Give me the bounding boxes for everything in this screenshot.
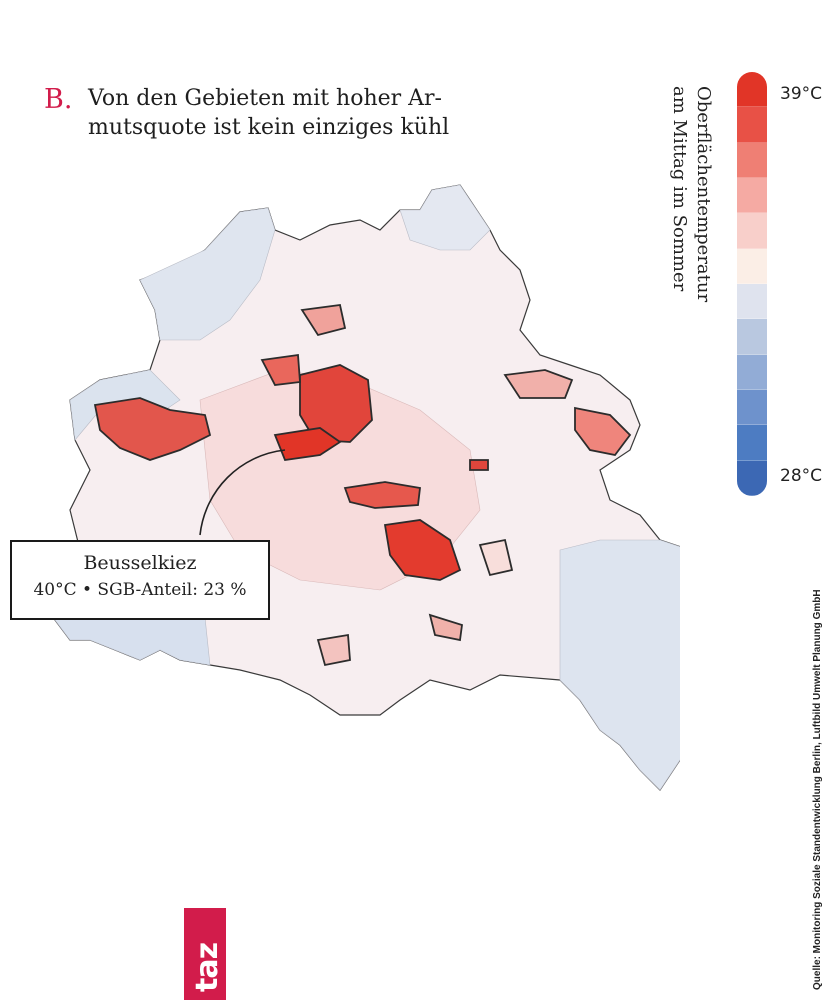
color-scale-step xyxy=(737,248,767,284)
hotspot-beusselkiez xyxy=(273,427,342,461)
hotspot-marzahn xyxy=(574,406,632,456)
hotspot-kreuzberg xyxy=(343,481,421,509)
callout-name: Beusselkiez xyxy=(83,552,197,574)
color-scale-step xyxy=(737,283,767,320)
color-scale-step xyxy=(737,354,767,390)
scale-max-label: 39°C xyxy=(780,84,823,104)
hotspot-spandau xyxy=(93,397,212,461)
color-scale-step xyxy=(737,213,767,249)
color-scale-bar xyxy=(737,72,767,496)
color-scale-step xyxy=(737,142,767,178)
taz-logo: taz xyxy=(184,908,226,1000)
berlin-temperature-map xyxy=(54,184,680,791)
hotspot-wedding xyxy=(299,364,373,443)
cool-region-southeast xyxy=(559,539,680,791)
color-scale-step xyxy=(737,319,767,355)
hotspot-tegel xyxy=(260,353,301,386)
taz-logo-text: taz xyxy=(190,942,225,992)
hotspot-schoeneberg xyxy=(316,633,351,667)
color-scale-step xyxy=(737,389,767,426)
callout-leader-line xyxy=(199,449,286,536)
callout-box: Beusselkiez 40°C • SGB-Anteil: 23 % xyxy=(10,540,270,620)
cool-region-north xyxy=(399,184,491,251)
hotspot-tempelhof xyxy=(478,538,514,577)
scale-min-label: 28°C xyxy=(780,466,823,486)
color-scale xyxy=(737,72,767,496)
color-scale-step xyxy=(737,72,767,108)
legend-title-line1: Oberflächentemperatur xyxy=(693,86,714,303)
source-credit: Quelle: Monitoring Soziale Standentwickl… xyxy=(812,589,823,990)
hotspot-lichtenberg xyxy=(469,459,489,471)
legend-title: Oberflächentemperatur am Mittag im Somme… xyxy=(668,86,718,326)
hotspot-reinickendorf xyxy=(300,303,347,337)
legend-title-line2: am Mittag im Sommer xyxy=(669,86,690,292)
color-scale-step xyxy=(737,177,767,214)
hotspot-neukoelln xyxy=(383,519,462,581)
callout-detail: 40°C • SGB-Anteil: 23 % xyxy=(33,580,247,600)
color-scale-step xyxy=(737,107,767,143)
chart-title: Von den Gebieten mit hoher Ar-mutsquote … xyxy=(88,86,450,140)
hotspot-hellersdorf xyxy=(503,369,574,399)
hotspot-gropiusstadt xyxy=(428,613,463,642)
cool-region-northwest xyxy=(139,207,276,341)
panel-letter: B. xyxy=(44,84,73,115)
color-scale-step xyxy=(737,425,767,461)
color-scale-step xyxy=(737,460,767,496)
